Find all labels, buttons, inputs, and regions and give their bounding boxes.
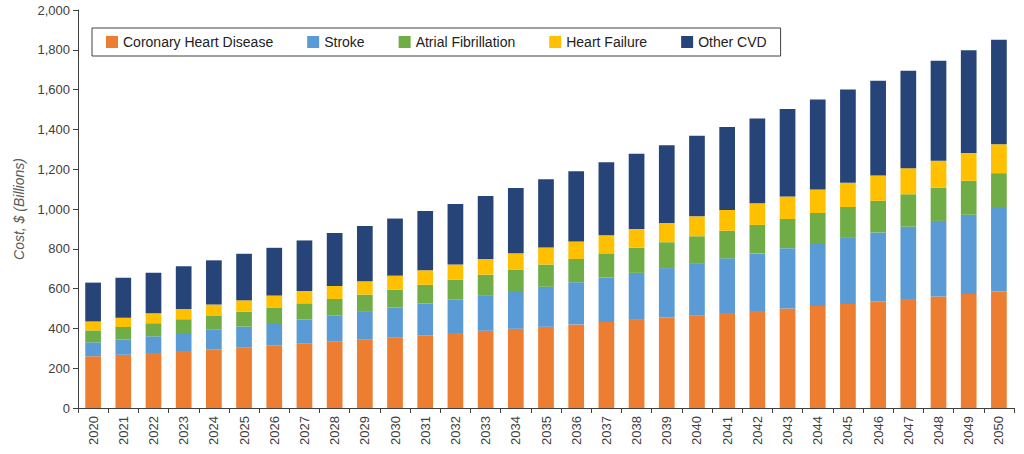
svg-text:1,800: 1,800 — [37, 42, 70, 57]
svg-text:1,000: 1,000 — [37, 202, 70, 217]
svg-text:1,200: 1,200 — [37, 162, 70, 177]
svg-text:2042: 2042 — [750, 416, 765, 445]
svg-text:2025: 2025 — [237, 416, 252, 445]
svg-text:2032: 2032 — [448, 416, 463, 445]
svg-text:600: 600 — [48, 281, 70, 296]
svg-text:2031: 2031 — [418, 416, 433, 445]
svg-text:2029: 2029 — [357, 416, 372, 445]
svg-text:2048: 2048 — [931, 416, 946, 445]
svg-text:2047: 2047 — [901, 416, 916, 445]
svg-text:Heart Failure: Heart Failure — [566, 34, 647, 50]
svg-text:2023: 2023 — [176, 416, 191, 445]
svg-text:2035: 2035 — [539, 416, 554, 445]
svg-text:2021: 2021 — [116, 416, 131, 445]
svg-text:0: 0 — [63, 401, 70, 416]
svg-text:2,000: 2,000 — [37, 3, 70, 18]
svg-text:1,600: 1,600 — [37, 82, 70, 97]
svg-text:Atrial Fibrillation: Atrial Fibrillation — [416, 34, 516, 50]
svg-text:400: 400 — [48, 321, 70, 336]
svg-text:2036: 2036 — [569, 416, 584, 445]
svg-text:2027: 2027 — [297, 416, 312, 445]
svg-text:2049: 2049 — [961, 416, 976, 445]
svg-text:2043: 2043 — [780, 416, 795, 445]
svg-text:Cost, $ (Billions): Cost, $ (Billions) — [11, 158, 27, 260]
svg-text:2022: 2022 — [146, 416, 161, 445]
svg-text:2039: 2039 — [659, 416, 674, 445]
svg-text:800: 800 — [48, 241, 70, 256]
svg-text:2024: 2024 — [206, 416, 221, 445]
svg-text:2040: 2040 — [689, 416, 704, 445]
svg-text:Coronary Heart Disease: Coronary Heart Disease — [123, 34, 273, 50]
svg-text:2034: 2034 — [508, 416, 523, 445]
svg-text:1,400: 1,400 — [37, 122, 70, 137]
svg-text:200: 200 — [48, 361, 70, 376]
svg-text:2037: 2037 — [599, 416, 614, 445]
svg-text:2044: 2044 — [810, 416, 825, 445]
svg-text:2030: 2030 — [388, 416, 403, 445]
svg-text:2041: 2041 — [720, 416, 735, 445]
svg-text:2045: 2045 — [840, 416, 855, 445]
svg-text:2050: 2050 — [991, 416, 1006, 445]
svg-text:Other CVD: Other CVD — [698, 34, 766, 50]
svg-text:2038: 2038 — [629, 416, 644, 445]
svg-text:2033: 2033 — [478, 416, 493, 445]
svg-text:Stroke: Stroke — [324, 34, 365, 50]
svg-text:2020: 2020 — [86, 416, 101, 445]
svg-text:2028: 2028 — [327, 416, 342, 445]
svg-text:2026: 2026 — [267, 416, 282, 445]
svg-text:2046: 2046 — [871, 416, 886, 445]
